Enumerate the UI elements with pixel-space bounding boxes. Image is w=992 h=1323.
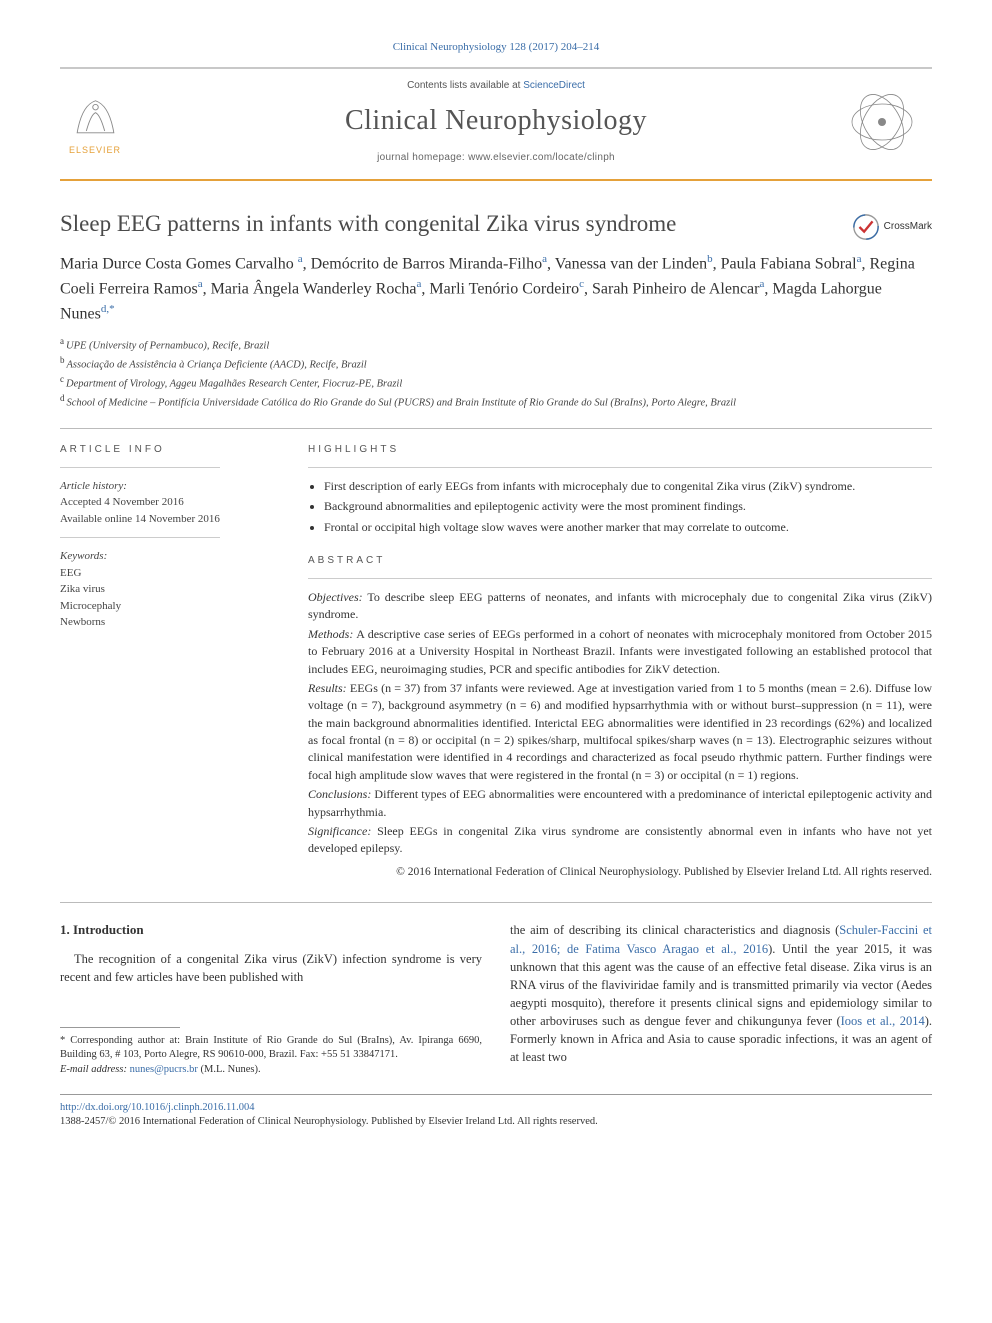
footnote-rule (60, 1027, 180, 1028)
email-author: (M.L. Nunes). (198, 1064, 261, 1075)
divider (60, 902, 932, 903)
accepted-date: Accepted 4 November 2016 (60, 494, 280, 511)
thin-rule (308, 467, 932, 468)
keyword-item: Zika virus (60, 581, 280, 598)
society-logo (842, 82, 922, 162)
history-label: Article history: (60, 478, 280, 495)
citation-link[interactable]: Ioos et al., 2014 (841, 1014, 925, 1028)
keyword-item: EEG (60, 565, 280, 582)
thin-rule (60, 467, 220, 468)
homepage-url[interactable]: www.elsevier.com/locate/clinph (468, 152, 615, 163)
page-footer: http://dx.doi.org/10.1016/j.clinph.2016.… (60, 1094, 932, 1130)
keyword-item: Newborns (60, 614, 280, 631)
abstract-label: ABSTRACT (308, 554, 932, 568)
thin-rule (308, 578, 932, 579)
publisher-name: ELSEVIER (69, 144, 121, 157)
highlights-label: HIGHLIGHTS (308, 443, 932, 457)
body-paragraph: the aim of describing its clinical chara… (510, 921, 932, 1066)
top-citation: Clinical Neurophysiology 128 (2017) 204–… (60, 40, 932, 55)
email-link[interactable]: nunes@pucrs.br (130, 1064, 198, 1075)
corresponding-label: * Corresponding author at: (60, 1035, 180, 1046)
online-date: Available online 14 November 2016 (60, 511, 280, 528)
objectives-text: To describe sleep EEG patterns of neonat… (308, 590, 932, 621)
highlight-item: Frontal or occipital high voltage slow w… (324, 519, 932, 536)
thin-rule (60, 537, 220, 538)
highlight-item: First description of early EEGs from inf… (324, 478, 932, 495)
crossmark-badge[interactable]: CrossMark (852, 213, 932, 241)
article-info-label: ARTICLE INFO (60, 443, 280, 457)
body-columns: 1. Introduction The recognition of a con… (60, 921, 932, 1077)
keywords-label: Keywords: (60, 548, 280, 565)
author-list: Maria Durce Costa Gomes Carvalho a, Demó… (60, 251, 932, 327)
contents-prefix: Contents lists available at (407, 80, 523, 91)
section-heading: 1. Introduction (60, 921, 482, 940)
affiliation-item: aUPE (University of Pernambuco), Recife,… (60, 335, 932, 354)
keywords-list: EEGZika virusMicrocephalyNewborns (60, 565, 280, 631)
affiliation-item: cDepartment of Virology, Aggeu Magalhães… (60, 373, 932, 392)
section-title: Introduction (73, 922, 144, 937)
email-label: E-mail address: (60, 1064, 130, 1075)
journal-header: ELSEVIER Contents lists available at Sci… (60, 67, 932, 180)
section-number: 1. (60, 922, 70, 937)
results-label: Results: (308, 681, 347, 695)
highlight-item: Background abnormalities and epileptogen… (324, 498, 932, 515)
affiliation-item: dSchool of Medicine – Pontifícia Univers… (60, 392, 932, 411)
affiliation-item: bAssociação de Assistência à Criança Def… (60, 354, 932, 373)
copyright-line: © 2016 International Federation of Clini… (308, 864, 932, 881)
divider (60, 428, 932, 429)
methods-label: Methods: (308, 627, 353, 641)
significance-label: Significance: (308, 824, 371, 838)
abstract-column: HIGHLIGHTS First description of early EE… (308, 443, 932, 881)
highlights-list: First description of early EEGs from inf… (308, 478, 932, 536)
results-text: EEGs (n = 37) from 37 infants were revie… (308, 681, 932, 782)
journal-name: Clinical Neurophysiology (160, 101, 832, 140)
issn-copyright: 1388-2457/© 2016 International Federatio… (60, 1115, 932, 1130)
doi-link[interactable]: http://dx.doi.org/10.1016/j.clinph.2016.… (60, 1101, 932, 1116)
affiliations: aUPE (University of Pernambuco), Recife,… (60, 335, 932, 412)
article-title: Sleep EEG patterns in infants with conge… (60, 209, 844, 239)
homepage-prefix: journal homepage: (377, 152, 468, 163)
abstract-body: Objectives: To describe sleep EEG patter… (308, 589, 932, 881)
crossmark-label: CrossMark (884, 220, 932, 234)
contents-available: Contents lists available at ScienceDirec… (160, 79, 832, 93)
footnotes: * Corresponding author at: Brain Institu… (60, 1034, 482, 1078)
body-paragraph: The recognition of a congenital Zika vir… (60, 950, 482, 986)
keyword-item: Microcephaly (60, 598, 280, 615)
conclusions-text: Different types of EEG abnormalities wer… (308, 787, 932, 818)
body-text: the aim of describing its clinical chara… (510, 923, 839, 937)
objectives-label: Objectives: (308, 590, 363, 604)
methods-text: A descriptive case series of EEGs perfor… (308, 627, 932, 676)
sciencedirect-link[interactable]: ScienceDirect (523, 80, 585, 91)
journal-homepage: journal homepage: www.elsevier.com/locat… (160, 151, 832, 165)
article-info-column: ARTICLE INFO Article history: Accepted 4… (60, 443, 280, 881)
elsevier-logo: ELSEVIER (60, 82, 130, 162)
conclusions-label: Conclusions: (308, 787, 371, 801)
significance-text: Sleep EEGs in congenital Zika virus synd… (308, 824, 932, 855)
